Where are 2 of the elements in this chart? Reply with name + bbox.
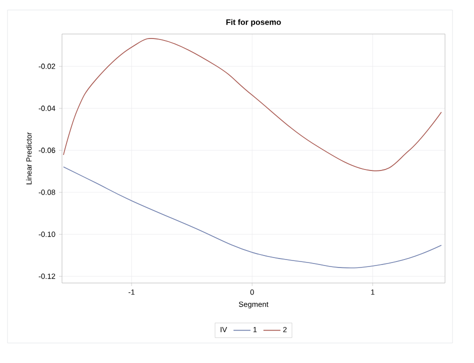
line-series bbox=[63, 166, 442, 268]
line-series bbox=[63, 38, 442, 172]
